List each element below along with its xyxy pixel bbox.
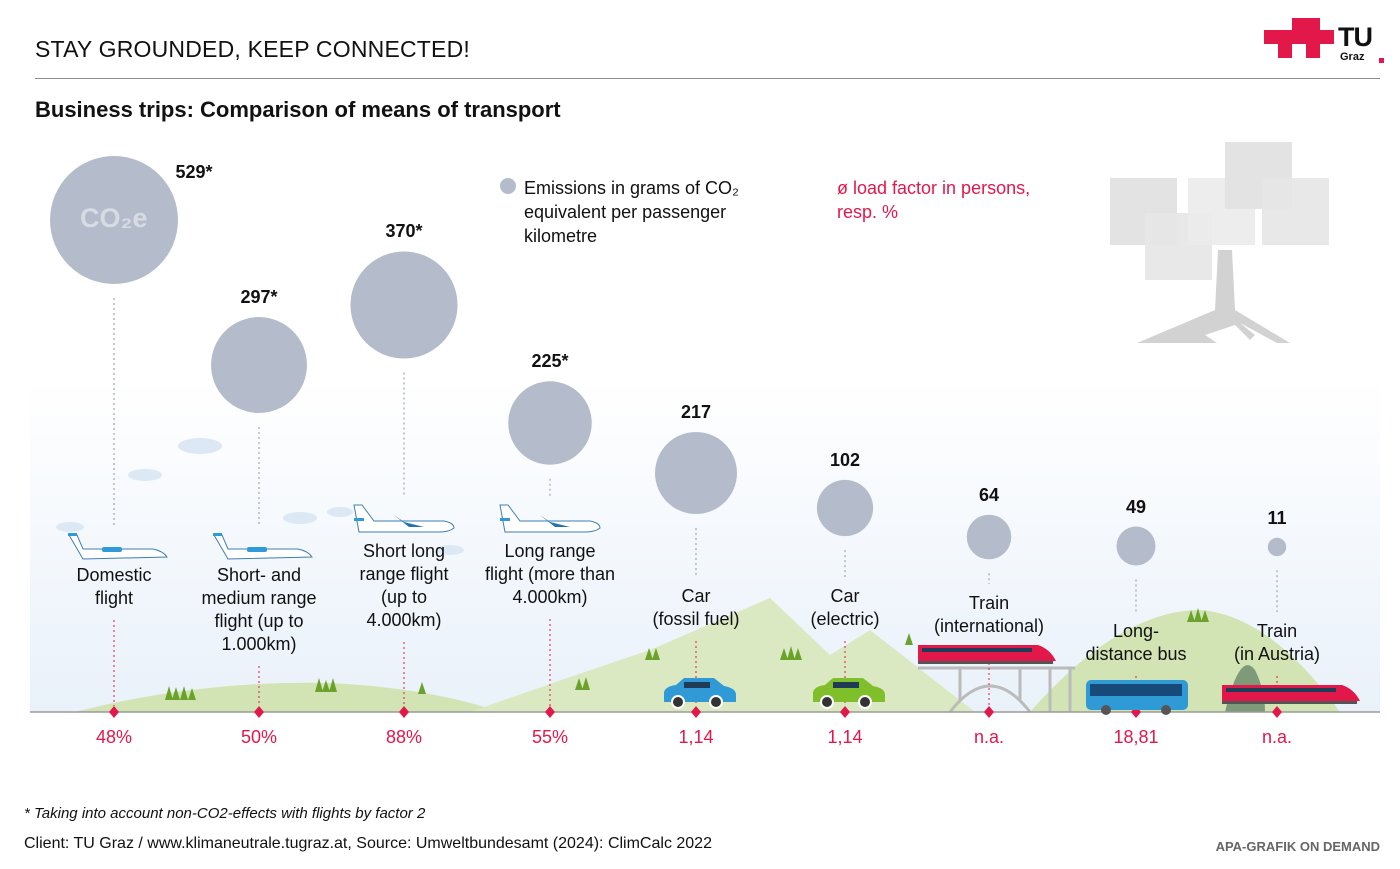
transport-mode-label-line: Short- and [216, 565, 302, 585]
transport-mode-label-line: 4.000km) [366, 610, 442, 630]
transport-mode-label-line: (electric) [810, 609, 880, 629]
load-factor-marker [545, 706, 555, 718]
bridge [918, 666, 1075, 713]
transport-mode-label: Car (fossil fuel) [616, 585, 776, 631]
bus-icon [1086, 680, 1188, 715]
clouds [56, 438, 464, 555]
transport-mode-label-line: Train [1256, 621, 1298, 641]
bubble-legend-icon [500, 178, 516, 194]
jet-icon [353, 504, 455, 533]
emission-bubble [655, 432, 737, 514]
load-factor-marker [1272, 706, 1282, 718]
transport-mode-label-line: flight [94, 588, 134, 608]
transport-mode-label-line: flight (more than [484, 564, 616, 584]
load-factor-marker [254, 706, 264, 718]
emission-bubble [966, 514, 1012, 560]
load-factor-marker [109, 706, 119, 718]
page-header-title: STAY GROUNDED, KEEP CONNECTED! [35, 36, 470, 62]
load-factor-value: 50% [240, 727, 278, 747]
emission-value-label: 64 [978, 484, 1000, 505]
transport-mode-label: Short long range flight (up to 4.000km) [324, 540, 484, 632]
tree-icon [1110, 142, 1329, 343]
small-plane-icon [213, 533, 313, 560]
load-factor-value: 18,81 [1113, 727, 1159, 747]
jet-icon [499, 504, 601, 533]
co2e-bubble-label: CO₂e [80, 203, 148, 233]
load-factor-marker [399, 706, 409, 718]
transport-mode-label: Train (in Austria) [1197, 620, 1357, 666]
transport-mode-label: Train (international) [909, 592, 1069, 638]
transport-mode-label-line: 1.000km) [221, 634, 297, 654]
train-icon [918, 645, 1056, 664]
transport-mode-label: Short- and medium range flight (up to 1.000… [179, 564, 339, 656]
transport-mode-label-line: range flight [359, 564, 449, 584]
transport-mode-label-line: (fossil fuel) [652, 609, 740, 629]
logo-text: TU [1338, 22, 1373, 52]
load-factor-value: n.a. [973, 727, 1005, 747]
emission-bubble [350, 251, 458, 359]
transport-mode-label-line: Domestic [76, 565, 152, 585]
transport-mode-label-line: Short long [362, 541, 446, 561]
emission-bubble [1267, 537, 1287, 557]
transport-mode-label-line: Train [968, 593, 1010, 613]
trees [165, 608, 1209, 700]
chart-title: Business trips: Comparison of means of t… [35, 97, 561, 122]
load-factor-marker [840, 706, 850, 718]
transport-mode-label-line: distance bus [1085, 644, 1187, 664]
load-factor-value: 55% [531, 727, 569, 747]
load-factor-value: 1,14 [827, 727, 863, 747]
emission-value-label: 370* [385, 221, 423, 242]
transport-mode-label-line: Long- [1112, 621, 1160, 641]
emission-value-label: 102 [829, 449, 861, 470]
transport-mode-label-line: flight (up to [214, 611, 304, 631]
transport-mode-label-line: medium range [201, 588, 317, 608]
emission-bubble [508, 381, 592, 465]
transport-mode-label-line: (up to [380, 587, 428, 607]
source-note: Client: TU Graz / www.klimaneutrale.tugr… [24, 835, 712, 852]
emission-value-label: 225* [531, 351, 569, 372]
emission-value-label: 297* [240, 287, 278, 308]
emission-value-label: 11 [1267, 507, 1287, 528]
footnote: * Taking into account non-CO2-effects wi… [24, 805, 426, 822]
load-factor-value: 1,14 [678, 727, 714, 747]
load-factor-value: n.a. [1261, 727, 1293, 747]
legend-emissions-label: Emissions in grams of CO₂ equivalent per… [524, 178, 740, 246]
transport-mode-label-line: 4.000km) [512, 587, 588, 607]
emission-bubble [1116, 526, 1156, 566]
load-factor-marker [691, 706, 701, 718]
emission-bubble [50, 156, 178, 284]
tu-graz-logo [1264, 18, 1384, 63]
transport-mode-label: Car (electric) [765, 585, 925, 631]
load-factor-marker [984, 706, 994, 718]
transport-mode-label-line: Car [830, 586, 860, 606]
transport-mode-label: Long range flight (more than 4.000km) [470, 540, 630, 609]
transport-mode-label: Long-distance bus [1056, 620, 1216, 666]
transport-mode-label-line: (international) [933, 616, 1045, 636]
train-icon [1222, 685, 1360, 704]
transport-mode-label-line: Long range [504, 541, 596, 561]
transport-mode-label: Domestic flight [34, 564, 194, 610]
emission-value-label: 49 [1125, 496, 1147, 517]
emission-bubble [816, 479, 874, 537]
car-green-icon [813, 678, 885, 709]
header-divider [35, 78, 1380, 79]
load-factor-value: 88% [385, 727, 423, 747]
emission-value-label: 529* [175, 162, 213, 182]
load-factor-value: 48% [95, 727, 133, 747]
emission-bubble [211, 317, 307, 413]
credit-label: APA-GRAFIK ON DEMAND [1215, 839, 1380, 854]
car-blue-icon [664, 678, 736, 709]
transport-mode-label-line: Car [681, 586, 711, 606]
logo-subtext: Graz [1340, 51, 1365, 63]
transport-mode-label-line: (in Austria) [1233, 644, 1321, 664]
emission-value-label: 217 [680, 402, 712, 422]
small-plane-icon [68, 533, 168, 560]
legend-load-factor: ø load factor in persons, resp. % [837, 178, 1031, 222]
